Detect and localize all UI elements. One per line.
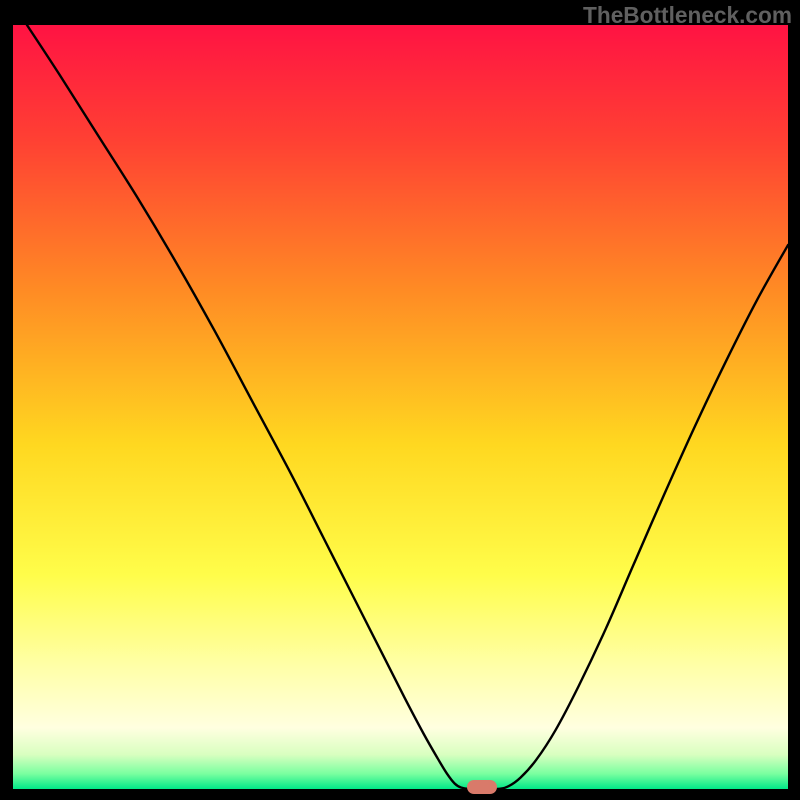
chart-container: TheBottleneck.com (0, 0, 800, 800)
valley-marker (467, 780, 497, 794)
bottleneck-curve (0, 0, 800, 800)
